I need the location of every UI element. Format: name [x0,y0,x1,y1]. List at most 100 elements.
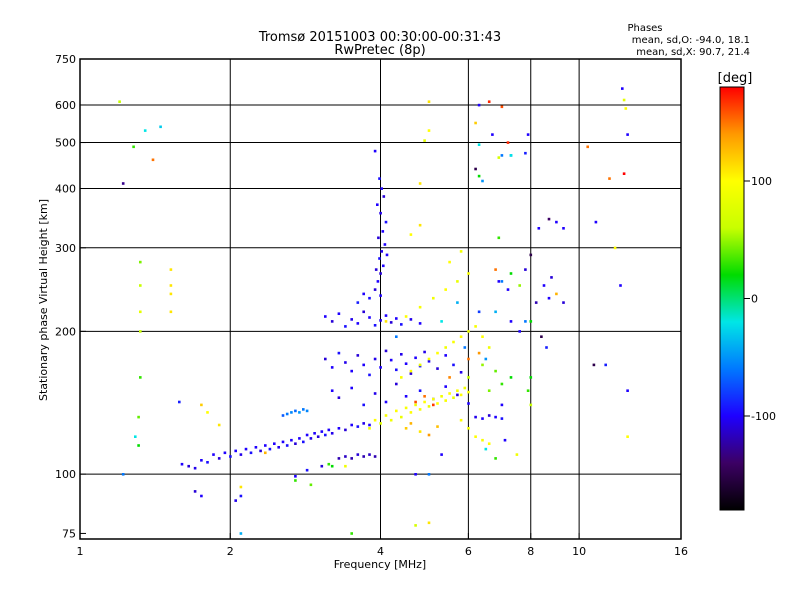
data-point [139,310,142,314]
data-point [137,444,140,447]
data-point [356,354,360,357]
data-point [337,457,341,460]
data-point [500,403,504,407]
data-point [432,397,435,401]
data-point [302,440,305,444]
data-point [330,464,334,468]
stats-heading: Phases [627,23,662,34]
data-point [436,367,439,370]
x-tick-label: 10 [572,545,586,558]
data-point [356,453,360,456]
data-point [621,87,624,90]
x-tick-label: 4 [377,545,384,558]
colorbar [719,86,745,511]
data-point [456,393,459,397]
data-point [382,264,385,268]
data-point [459,393,463,397]
data-point [200,494,203,498]
data-point [324,357,327,361]
data-point [427,521,431,525]
data-point [448,376,451,379]
data-point [414,400,417,404]
data-point [529,376,533,379]
data-point [409,369,413,373]
data-point [379,319,382,322]
data-point [239,494,243,498]
data-point [427,433,431,437]
data-point [121,473,125,476]
data-point [474,415,477,419]
data-points [118,87,629,535]
axis-ticks: 1 2 4 6 8 10 16 75 100 200 300 400 500 600 750 [55,53,688,558]
data-point [385,253,389,257]
data-point [281,414,285,417]
data-point [320,464,324,468]
data-point [524,151,527,155]
data-point [373,418,377,422]
data-point [259,449,262,453]
data-point [212,453,215,456]
data-point [249,451,253,455]
data-point [362,363,365,367]
data-point [518,330,521,333]
data-point [459,335,463,338]
data-point [169,292,173,296]
data-point [404,406,408,410]
data-point [515,453,519,456]
y-tick-label: 200 [55,325,76,338]
data-point [550,276,553,279]
data-point [380,250,383,253]
data-point [474,121,477,125]
data-point [432,403,435,407]
data-point [497,280,501,283]
data-point [452,363,455,367]
data-point [356,301,360,304]
data-point [368,453,371,456]
data-point [337,396,341,399]
stats-o-mode: mean, sd,O: -94.0, 18.1 [632,35,750,46]
data-point [432,296,435,300]
data-point [506,141,510,144]
data-point [169,268,173,271]
data-point [244,447,248,451]
data-point [121,182,125,185]
data-point [467,390,470,394]
data-point [223,451,227,455]
data-point [379,272,382,275]
y-tick-label: 75 [62,527,76,540]
data-point [337,312,341,315]
data-point [400,415,403,419]
data-point [542,284,546,287]
data-point [316,435,320,438]
data-point [382,195,386,198]
data-point [440,320,443,323]
data-point [459,250,463,253]
data-point [344,361,347,364]
data-point [254,446,258,449]
colorbar-tick-label: -100 [751,410,776,423]
data-point [377,236,380,240]
data-point [477,143,481,146]
data-point [139,376,142,379]
data-point [373,357,377,361]
data-point [626,435,629,438]
data-point [298,437,301,440]
data-point [384,414,388,417]
data-point [151,158,155,162]
data-point [562,227,565,230]
data-point [427,100,431,103]
x-tick-label: 16 [674,545,688,558]
data-point [487,346,491,349]
data-point [264,444,267,447]
data-point [440,395,443,398]
data-point [374,268,378,271]
data-point [506,288,510,291]
data-point [294,442,297,445]
data-point [239,485,243,489]
data-point [418,408,422,411]
data-point [384,320,388,323]
data-point [389,358,393,362]
data-point [491,133,494,136]
data-point [294,409,297,413]
data-point [456,389,459,392]
